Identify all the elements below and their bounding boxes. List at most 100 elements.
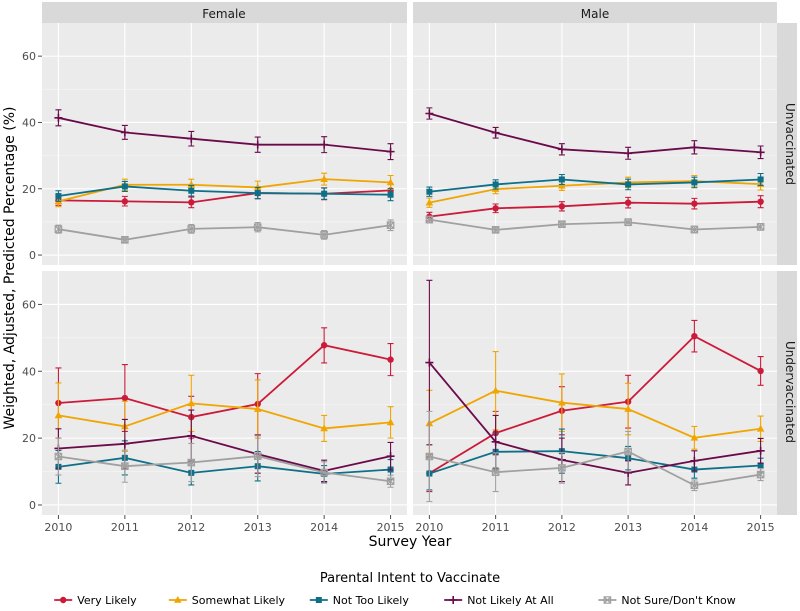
data-point [320,140,329,149]
data-point [624,149,633,158]
strip-label-unvaccinated: Unvaccinated [783,103,797,185]
data-point [557,145,566,154]
series-line [58,434,391,472]
data-point [55,193,62,200]
strip-bg-row-0 [777,23,797,265]
legend-label: Not Too Likely [333,594,410,607]
data-point [320,231,328,239]
y-tick-label: 60 [22,50,36,63]
data-point [491,226,500,234]
data-point [691,332,698,340]
x-axis-title: Survey Year [369,534,452,550]
strip-bg-col-0 [42,2,407,23]
data-point [187,134,196,143]
data-point [491,437,500,446]
data-point [690,433,699,441]
data-point [690,143,699,152]
legend-label: Very Likely [77,594,137,607]
series-3 [54,109,395,161]
y-tick-label: 20 [22,432,36,445]
data-point [253,183,262,191]
data-point [187,431,196,440]
data-point [121,183,128,190]
strip-label-undervaccinated: Undervaccinated [783,341,797,443]
panel-background [42,23,407,265]
data-point [54,113,63,122]
data-point [425,358,434,367]
x-tick-label: 2010 [44,521,72,534]
data-point [321,190,328,197]
data-point [558,464,566,472]
data-point [54,452,63,461]
data-point [188,187,195,194]
data-point [386,452,395,461]
data-point [757,367,764,375]
data-point [387,356,394,363]
panel-male-undervaccinated: 2010 2011 2012 2013 2014 2015 [413,271,777,534]
data-point [624,405,632,412]
data-point [756,223,765,231]
x-tick-label: 2011 [111,521,139,534]
strip-label-male: Male [581,7,609,21]
series-4 [425,410,765,503]
data-point [425,198,434,206]
data-point [121,198,129,205]
series-line [58,402,391,430]
data-point [387,191,394,198]
data-point [492,205,499,212]
data-point [691,200,698,207]
data-point [188,199,195,206]
data-point [54,411,63,419]
data-point [120,439,129,448]
x-tick-label: 2015 [747,521,775,534]
data-point [690,225,699,234]
series-line [58,344,391,418]
data-point [320,342,328,349]
series-line [429,112,761,155]
data-point [187,225,196,233]
legend-item-2: Not Too Likely [309,594,410,607]
legend-item-0: Very Likely [54,594,137,607]
data-point [624,218,632,227]
panel-female-unvaccinated: 0 20 40 60 [22,23,407,265]
data-point [426,188,433,195]
strip-bg-row-1 [777,271,797,515]
y-tick-label: 0 [29,249,36,262]
data-point [558,176,565,183]
y-tick-label: 20 [22,183,36,196]
panel-background [413,23,777,265]
data-point [121,462,129,470]
data-point [491,386,500,394]
data-point [253,223,262,232]
data-point [624,199,632,206]
data-point [558,203,566,210]
series-line [429,178,761,193]
data-point [756,148,765,157]
data-point [121,236,129,244]
x-tick-label: 2014 [310,521,338,534]
data-point [253,452,262,460]
series-2 [426,172,764,197]
data-point [120,128,129,137]
legend-label: Not Likely At All [467,594,554,607]
series-4 [425,215,765,234]
data-point [187,458,196,467]
legend-item-4: Not Sure/Don't Know [598,594,736,607]
series-line [58,116,391,153]
series-line [429,218,761,231]
data-point [54,225,63,233]
data-point [386,147,395,156]
data-point [425,452,434,461]
series-3 [425,107,765,160]
series-2 [55,180,394,202]
data-point [425,109,434,118]
y-tick-label: 60 [22,298,36,311]
legend-swatch-marker [603,596,612,604]
panel-female-undervaccinated: 0 20 40 60 2010 2011 2012 2013 2014 2015 [22,271,407,534]
series-line [429,450,761,475]
data-point [386,477,395,486]
data-point [253,405,262,412]
data-point [320,424,328,432]
panel-background [42,271,407,515]
